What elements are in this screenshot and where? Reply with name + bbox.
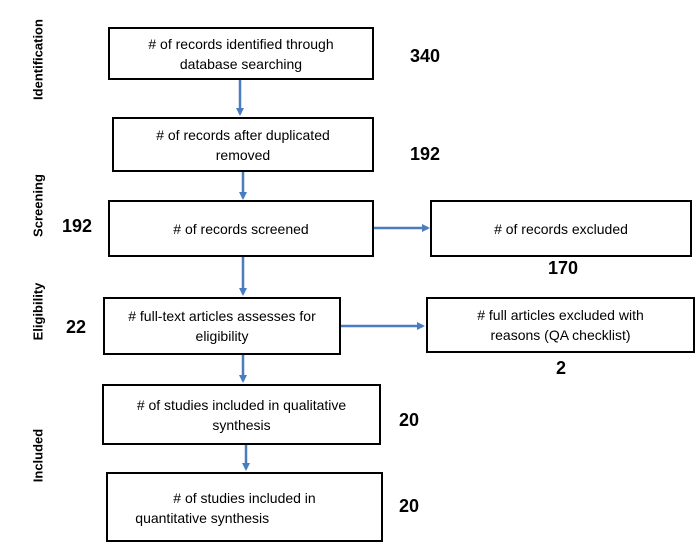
box-records-identified-line1: # of records identified through [148,35,334,52]
box-records-identified: # of records identified through database… [108,27,374,80]
count-records-excluded: 170 [548,258,579,278]
box-studies-qualitative: # of studies included in qualitative syn… [102,384,381,445]
box-studies-quantitative: # of studies included in quantitative sy… [106,472,383,542]
box-records-after-duplicates-line2: removed [215,146,271,163]
count-fulltext-articles: 22 [66,317,87,337]
box-studies-quantitative-line1: # of studies included in [173,490,316,506]
phase-label-identification: Identification [30,19,46,100]
box-studies-quantitative-line2: quantitative synthesis [135,510,270,526]
box-studies-qualitative-line2: synthesis [212,416,271,433]
count-records-identified: 340 [410,46,441,66]
count-studies-quantitative: 20 [399,496,420,516]
box-records-excluded-line1: # of records excluded [494,220,628,237]
box-studies-qualitative-line1: # of studies included in qualitative [136,396,347,413]
count-fulltext-excluded: 2 [556,358,567,378]
box-records-screened-line1: # of records screened [173,220,309,237]
box-records-identified-line2: database searching [179,55,303,72]
box-records-after-duplicates: # of records after duplicated removed [112,117,374,172]
phase-label-screening: Screening [30,174,46,237]
count-studies-qualitative: 20 [399,410,420,430]
box-fulltext-excluded-line2: reasons (QA checklist) [490,327,631,343]
box-records-after-duplicates-line1: # of records after duplicated [156,126,330,143]
box-records-excluded: # of records excluded [430,200,692,257]
count-records-after-duplicates: 192 [410,144,441,164]
box-fulltext-articles-line1: # full-text articles assesses for [128,308,316,324]
box-fulltext-articles: # full-text articles assesses for eligib… [103,297,341,355]
phase-label-included: Included [30,428,46,483]
box-fulltext-excluded-line1: # full articles excluded with [477,307,644,323]
phase-label-eligibility: Eligibility [30,282,46,341]
box-fulltext-articles-line2: eligibility [195,328,249,344]
box-fulltext-excluded: # full articles excluded with reasons (Q… [426,297,695,353]
box-records-screened: # of records screened [108,200,374,257]
count-records-screened: 192 [62,216,93,236]
